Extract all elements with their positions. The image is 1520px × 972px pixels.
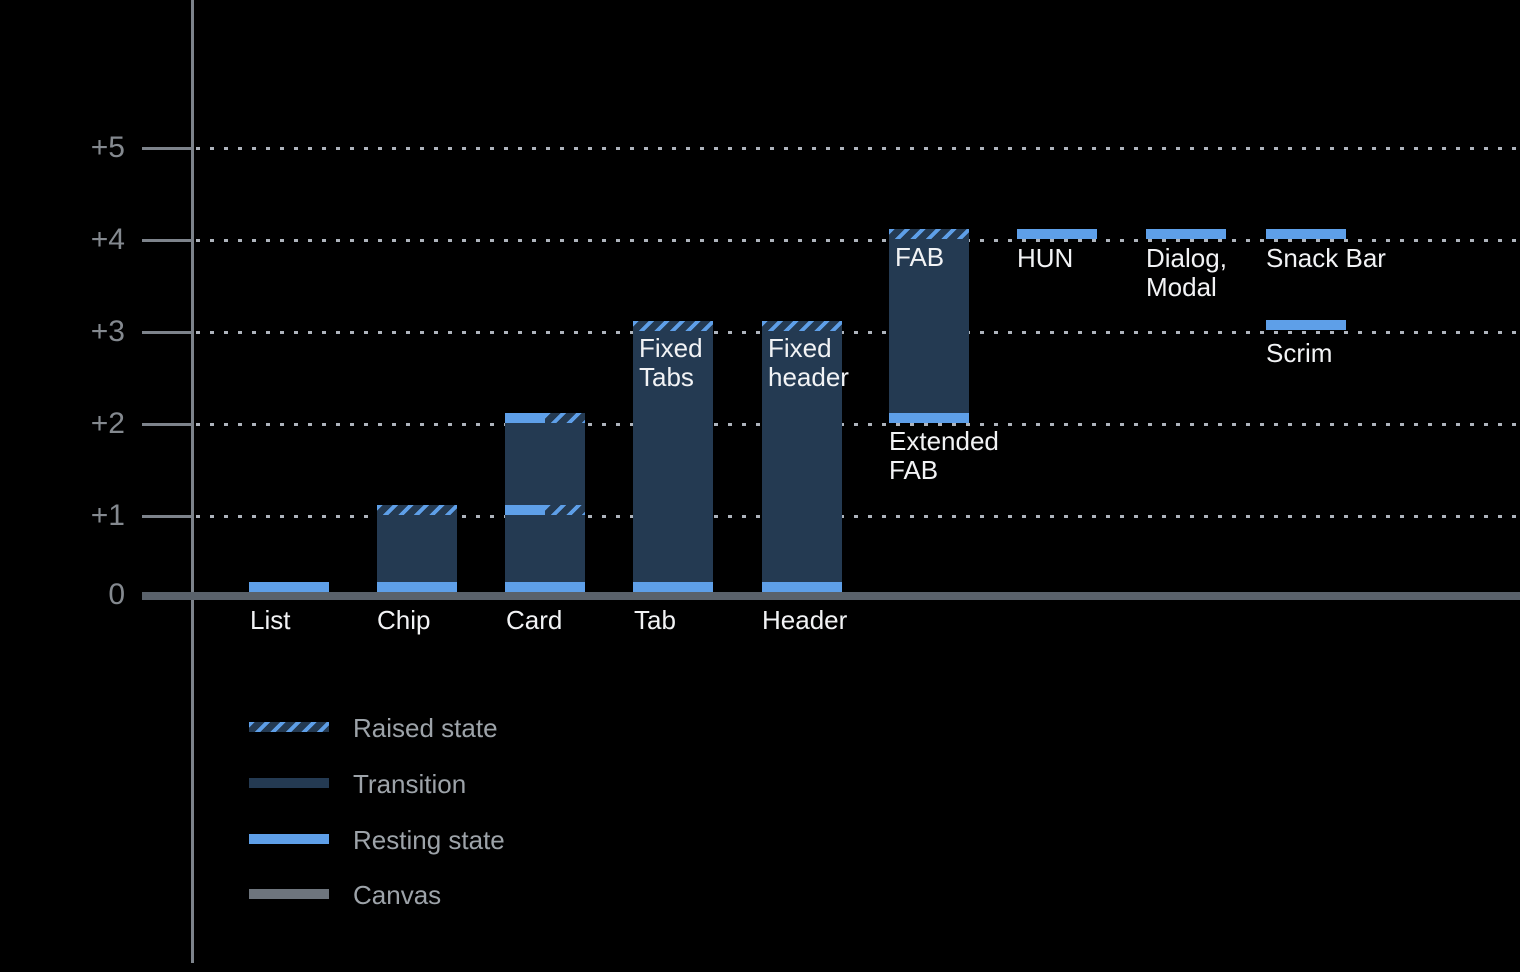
y-tick-label-plus1: +1 <box>90 499 125 532</box>
x-label-chip: Chip <box>377 605 431 635</box>
hun-resting-band <box>1017 229 1097 239</box>
snack-bar-note: Snack Bar <box>1266 243 1386 273</box>
fab-resting-band <box>889 413 969 423</box>
chip-raised-band <box>377 505 457 515</box>
y-tick-plus5 <box>142 147 192 150</box>
fab-transition-bar <box>889 239 969 413</box>
card-resting-bar <box>505 582 585 592</box>
canvas-baseline <box>142 592 1520 600</box>
y-tick-plus2 <box>142 423 192 426</box>
x-label-tab: Tab <box>634 605 676 635</box>
gridline-plus1 <box>196 515 1520 518</box>
chip-transition-bar <box>377 515 457 583</box>
x-label-list: List <box>250 605 291 635</box>
header-resting-bar <box>762 582 842 592</box>
card-raised-band-level2 <box>545 413 585 423</box>
fab-raised-band <box>889 229 969 239</box>
legend-canvas-swatch <box>249 889 329 899</box>
gridline-plus4 <box>196 239 1520 242</box>
legend-raised-label: Raised state <box>353 713 498 743</box>
legend-resting-swatch <box>249 834 329 844</box>
legend-canvas-label: Canvas <box>353 880 442 910</box>
card-resting-band-level1 <box>505 505 545 515</box>
dialog-modal-note: Dialog, Modal <box>1146 243 1227 302</box>
scrim-resting-band <box>1266 320 1346 330</box>
list-resting-bar <box>249 582 329 592</box>
y-tick-label-plus5: +5 <box>90 131 125 164</box>
extended-fab-note: Extended FAB <box>889 426 999 485</box>
gridline-plus3 <box>196 331 1520 334</box>
header-note: Fixed header <box>768 333 849 392</box>
fab-note: FAB <box>895 242 945 272</box>
tab-note: Fixed Tabs <box>639 333 703 392</box>
y-tick-plus1 <box>142 515 192 518</box>
tab-transition-bar <box>633 331 713 583</box>
y-tick-label-plus4: +4 <box>90 223 125 256</box>
y-tick-label-zero: 0 <box>108 578 125 611</box>
card-raised-band-level1 <box>545 505 585 515</box>
gridline-plus5 <box>196 147 1520 150</box>
gridline-plus2 <box>196 423 1520 426</box>
y-tick-label-plus3: +3 <box>90 315 125 348</box>
dialog-modal-resting-band <box>1146 229 1226 239</box>
y-tick-plus4 <box>142 239 192 242</box>
card-transition-bar-lower <box>505 515 585 583</box>
tab-resting-bar <box>633 582 713 592</box>
header-raised-band <box>762 321 842 331</box>
card-transition-bar-upper <box>505 423 585 505</box>
hun-note: HUN <box>1017 243 1074 273</box>
y-tick-plus3 <box>142 331 192 334</box>
chip-resting-bar <box>377 582 457 592</box>
header-transition-bar <box>762 331 842 583</box>
legend-raised-swatch <box>249 722 329 732</box>
legend-transition-label: Transition <box>353 769 467 799</box>
y-tick-label-plus2: +2 <box>90 407 125 440</box>
y-axis-line <box>191 0 194 963</box>
legend-resting-label: Resting state <box>353 825 505 855</box>
scrim-note: Scrim <box>1266 338 1333 368</box>
x-label-header: Header <box>762 605 848 635</box>
tab-raised-band <box>633 321 713 331</box>
x-label-card: Card <box>506 605 563 635</box>
legend-transition-swatch <box>249 778 329 788</box>
card-resting-band-level2 <box>505 413 545 423</box>
snack-bar-resting-band <box>1266 229 1346 239</box>
